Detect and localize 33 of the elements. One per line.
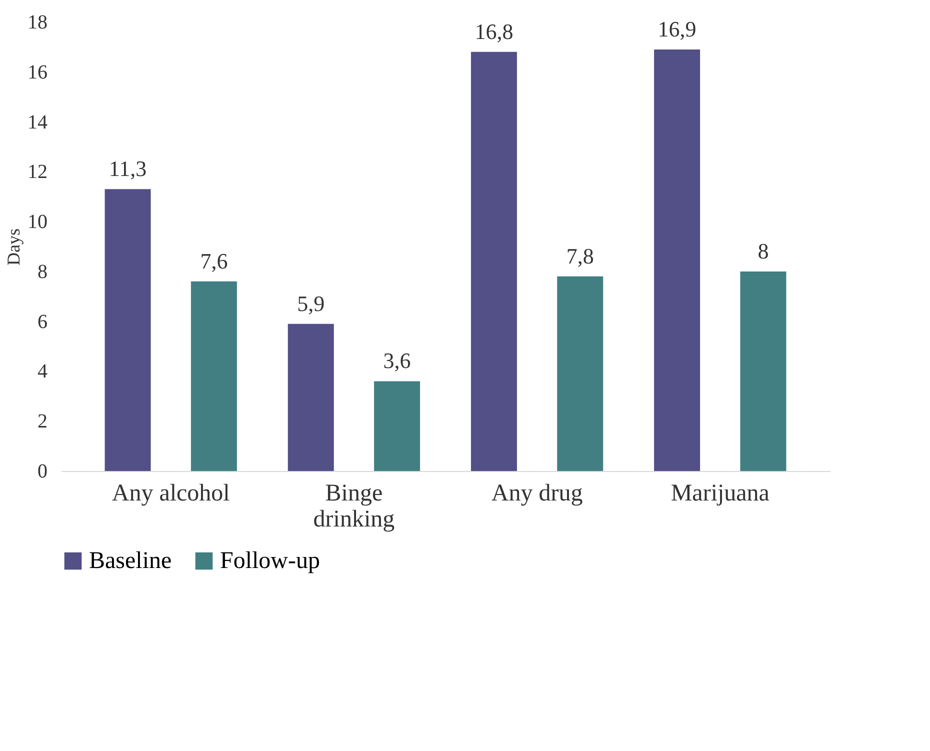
y-tick-label: 6 bbox=[38, 310, 48, 333]
data-label: 7,8 bbox=[566, 243, 594, 268]
bar bbox=[740, 271, 786, 471]
legend-label: Follow-up bbox=[220, 548, 320, 574]
legend-label: Baseline bbox=[89, 548, 172, 574]
y-tick-label: 12 bbox=[28, 161, 48, 184]
data-label: 16,8 bbox=[474, 18, 514, 44]
data-label: 11,3 bbox=[108, 156, 147, 182]
y-tick-label: 10 bbox=[28, 211, 48, 234]
y-tick-label: 14 bbox=[28, 111, 48, 134]
bar bbox=[104, 189, 151, 471]
x-tick-label: Any drug bbox=[491, 480, 583, 506]
y-tick-label: 16 bbox=[28, 61, 48, 84]
data-label: 8 bbox=[758, 238, 769, 264]
bar bbox=[654, 49, 700, 471]
x-tick-label: Any alcohol bbox=[112, 480, 230, 506]
y-tick-label: 8 bbox=[38, 260, 48, 283]
y-tick-label: 4 bbox=[38, 360, 48, 383]
y-tick-label: 18 bbox=[28, 12, 48, 34]
bar bbox=[470, 52, 517, 471]
y-axis-title: Days bbox=[4, 228, 24, 266]
y-tick-label: 0 bbox=[38, 460, 48, 482]
data-label: 5,9 bbox=[297, 290, 325, 316]
data-label: 3,6 bbox=[383, 348, 411, 374]
data-label: 7,6 bbox=[200, 248, 228, 274]
x-tick-label: Marijuana bbox=[670, 480, 770, 506]
bar bbox=[190, 281, 237, 471]
x-tick-label: Binge drinking bbox=[313, 480, 395, 532]
bar bbox=[557, 276, 604, 471]
bar bbox=[374, 381, 420, 471]
data-label: 16,9 bbox=[658, 16, 696, 42]
y-tick-label: 2 bbox=[38, 410, 48, 433]
bar bbox=[288, 324, 334, 471]
